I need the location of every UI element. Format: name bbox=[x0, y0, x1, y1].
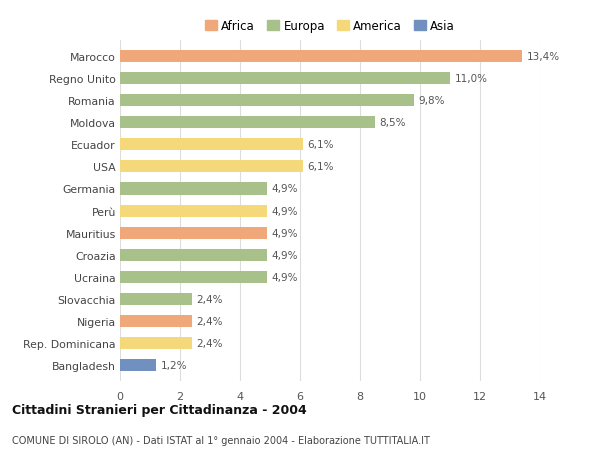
Text: 9,8%: 9,8% bbox=[419, 96, 445, 106]
Text: 6,1%: 6,1% bbox=[308, 162, 334, 172]
Bar bbox=[120, 183, 267, 195]
Text: 4,9%: 4,9% bbox=[271, 250, 298, 260]
Bar bbox=[120, 315, 192, 327]
Legend: Africa, Europa, America, Asia: Africa, Europa, America, Asia bbox=[200, 15, 460, 38]
Bar bbox=[120, 249, 267, 261]
Text: 2,4%: 2,4% bbox=[197, 294, 223, 304]
Text: 8,5%: 8,5% bbox=[380, 118, 406, 128]
Text: 4,9%: 4,9% bbox=[271, 184, 298, 194]
Text: 2,4%: 2,4% bbox=[197, 338, 223, 348]
Bar bbox=[120, 205, 267, 217]
Text: Cittadini Stranieri per Cittadinanza - 2004: Cittadini Stranieri per Cittadinanza - 2… bbox=[12, 403, 307, 416]
Text: 2,4%: 2,4% bbox=[197, 316, 223, 326]
Text: 11,0%: 11,0% bbox=[455, 74, 487, 84]
Bar bbox=[120, 161, 303, 173]
Text: 4,9%: 4,9% bbox=[271, 272, 298, 282]
Bar bbox=[120, 117, 375, 129]
Text: 13,4%: 13,4% bbox=[527, 52, 560, 62]
Bar bbox=[120, 359, 156, 372]
Bar bbox=[120, 271, 267, 283]
Text: 4,9%: 4,9% bbox=[271, 206, 298, 216]
Bar bbox=[120, 293, 192, 305]
Text: 4,9%: 4,9% bbox=[271, 228, 298, 238]
Bar bbox=[120, 95, 414, 107]
Bar bbox=[120, 50, 522, 63]
Bar bbox=[120, 337, 192, 350]
Text: COMUNE DI SIROLO (AN) - Dati ISTAT al 1° gennaio 2004 - Elaborazione TUTTITALIA.: COMUNE DI SIROLO (AN) - Dati ISTAT al 1°… bbox=[12, 435, 430, 445]
Bar bbox=[120, 73, 450, 85]
Text: 1,2%: 1,2% bbox=[161, 360, 187, 370]
Text: 6,1%: 6,1% bbox=[308, 140, 334, 150]
Bar bbox=[120, 139, 303, 151]
Bar bbox=[120, 227, 267, 239]
